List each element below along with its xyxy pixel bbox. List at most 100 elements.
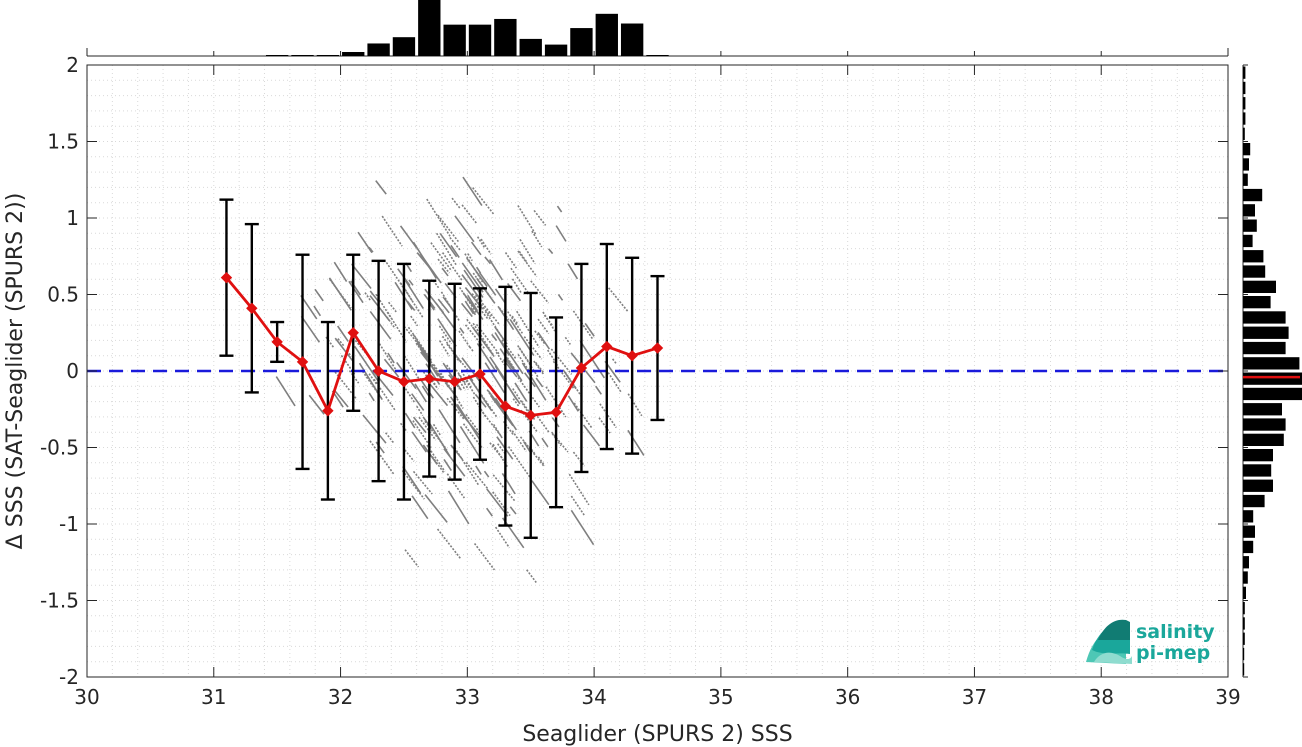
scatter-streak <box>381 215 403 247</box>
x-tick-label: 36 <box>835 685 860 709</box>
top-hist-bar <box>494 18 517 56</box>
top-hist-bar <box>544 44 568 56</box>
x-tick-label: 38 <box>1088 685 1113 709</box>
scatter-streak <box>452 392 464 409</box>
x-tick-label: 32 <box>328 685 353 709</box>
right-hist-bar <box>1243 341 1286 355</box>
right-hist-bar <box>1243 296 1271 309</box>
scatter-streak <box>404 549 420 568</box>
scatter-streak <box>535 377 544 388</box>
scatter-streak <box>471 326 495 358</box>
scatter-streak <box>371 369 394 396</box>
scatter-streak <box>314 288 324 302</box>
scatter-streak <box>570 495 585 516</box>
scatter-streak <box>517 345 540 379</box>
right-hist-bar <box>1243 112 1246 125</box>
scatter-streak <box>611 358 618 365</box>
scatter-streak <box>357 231 373 254</box>
logo-text-line1: salinity <box>1136 621 1215 643</box>
scatter-streak <box>396 361 417 390</box>
scatter-streak <box>476 305 490 321</box>
mean-marker <box>550 406 562 419</box>
scatter-streak <box>627 393 643 417</box>
scatter-streak <box>498 307 510 321</box>
top-histogram <box>86 0 1229 57</box>
scatter-streak <box>470 241 482 256</box>
scatter-streak <box>531 230 543 248</box>
scatter-streak <box>387 301 397 313</box>
scatter-streak <box>492 474 516 502</box>
scatter-streak <box>475 323 500 355</box>
right-hist-bar <box>1243 510 1254 523</box>
mean-marker <box>525 409 537 422</box>
scatter-streak <box>506 357 520 377</box>
top-hist-bar <box>595 13 618 56</box>
scatter-streak <box>489 442 504 460</box>
scatter-streak <box>551 431 569 453</box>
scatter-streak <box>437 318 457 347</box>
top-hist-bar <box>342 52 365 56</box>
y-axis-title: Δ SSS (SAT-Seaglider (SPURS 2)) <box>3 193 28 550</box>
scatter-streak <box>422 348 444 382</box>
right-hist-bar <box>1243 97 1246 110</box>
scatter-streak <box>337 338 345 347</box>
scatter-streak <box>403 355 421 381</box>
scatter-streak <box>412 416 427 434</box>
scatter-streak <box>457 377 466 391</box>
scatter-streak <box>461 357 480 382</box>
right-hist-bar <box>1243 647 1245 661</box>
scatter-streak <box>534 330 546 345</box>
scatter-streak <box>465 380 476 395</box>
mean-marker <box>296 356 309 368</box>
top-hist-bar <box>316 55 340 56</box>
scatter-streak <box>627 429 645 456</box>
scatter-streak <box>449 236 462 252</box>
mean-marker <box>651 342 664 354</box>
scatter-streak <box>313 305 322 317</box>
right-hist-bar <box>1243 357 1300 370</box>
mean-marker <box>575 362 588 374</box>
scatter-streak <box>387 352 395 364</box>
x-tick-label: 37 <box>962 685 987 709</box>
scatter-streak <box>442 362 462 391</box>
scatter-streak <box>472 322 494 355</box>
scatter-streak <box>450 244 460 258</box>
scatter-streak <box>430 242 453 272</box>
right-hist-bar <box>1243 81 1246 95</box>
scatter-streak <box>497 443 506 455</box>
scatter-streak <box>466 257 488 288</box>
scatter-streak <box>412 420 432 448</box>
scatter-streak <box>422 371 432 382</box>
mean-marker <box>372 365 385 377</box>
scatter-streak <box>494 526 510 549</box>
right-hist-bar <box>1243 158 1249 171</box>
scatter-streak <box>446 343 469 371</box>
mean-marker <box>626 349 638 362</box>
scatter-streak <box>369 310 392 340</box>
scatter-streak <box>492 491 511 517</box>
scatter-streak <box>424 494 448 523</box>
x-tick-label: 30 <box>74 685 99 709</box>
scatter-streak <box>542 311 556 332</box>
scatter-streak <box>368 373 378 386</box>
mean-marker <box>448 376 461 388</box>
scatter-streak <box>412 470 433 495</box>
scatter-streak <box>435 232 457 266</box>
right-hist-bar <box>1243 326 1289 339</box>
scatter-streak <box>415 339 429 358</box>
scatter-streak <box>351 263 372 289</box>
scatter-streak <box>449 396 466 419</box>
right-hist-bar <box>1243 494 1265 508</box>
scatter-streak <box>364 292 372 302</box>
logo-text-line2: pi-mep <box>1136 642 1210 664</box>
scatter-streak <box>460 370 472 388</box>
scatter-streak <box>584 322 595 337</box>
scatter-streak <box>533 360 544 375</box>
x-axis-ticks: 30 31 32 33 34 35 36 37 38 39 <box>74 65 1241 709</box>
top-hist-bar <box>392 37 416 56</box>
scatter-streak <box>461 204 478 224</box>
right-hist-bar <box>1243 403 1282 416</box>
scatter-streak <box>435 302 457 332</box>
scatter-streak <box>369 440 395 475</box>
right-hist-bar <box>1243 127 1245 140</box>
